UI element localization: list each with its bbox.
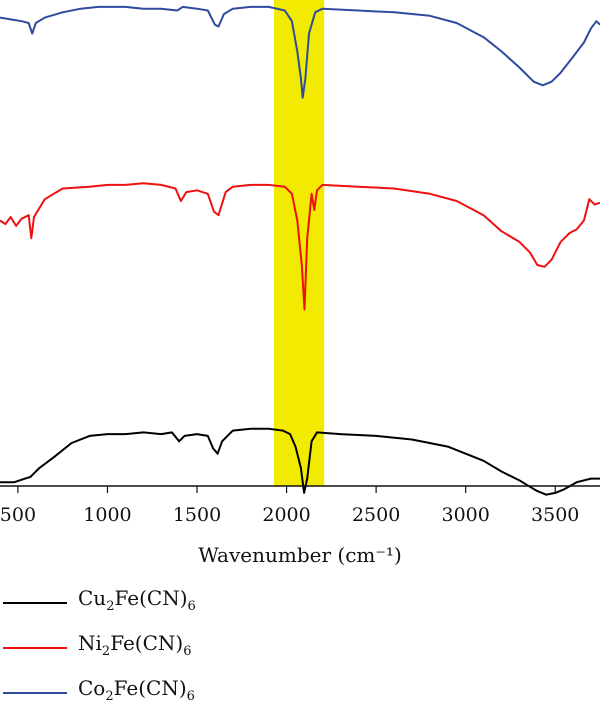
x-tick-label: 2000 (262, 504, 310, 526)
x-axis-title: Wavenumber (cm⁻¹) (198, 543, 402, 567)
legend-swatch-cu (3, 602, 67, 604)
x-tick-label: 3500 (531, 504, 579, 526)
x-tick-label: 1000 (83, 504, 131, 526)
x-tick-label: 1500 (173, 504, 221, 526)
series-line-cu (0, 427, 600, 496)
legend-swatch-ni (3, 647, 67, 649)
spectra-layer (0, 5, 600, 496)
legend-label-co: Co2Fe(CN)6 (78, 676, 195, 704)
x-axis: 500 1000 1500 2000 2500 3000 3500 (0, 485, 600, 526)
legend: Cu2Fe(CN)6 Ni2Fe(CN)6 Co2Fe(CN)6 (0, 578, 600, 713)
legend-item-ni: Ni2Fe(CN)6 (0, 623, 600, 668)
series-line-co (0, 5, 600, 99)
ftir-chart: 500 1000 1500 2000 2500 3000 3500 Wavenumber (… (0, 0, 600, 567)
legend-item-cu: Cu2Fe(CN)6 (0, 578, 600, 623)
x-tick-label: 500 (0, 504, 36, 526)
x-tick-label: 3000 (441, 504, 489, 526)
x-tick-label: 2500 (352, 504, 400, 526)
series-line-ni (0, 182, 600, 311)
legend-label-cu: Cu2Fe(CN)6 (78, 586, 196, 614)
legend-swatch-co (3, 692, 67, 694)
legend-item-co: Co2Fe(CN)6 (0, 668, 600, 713)
legend-label-ni: Ni2Fe(CN)6 (78, 631, 192, 659)
